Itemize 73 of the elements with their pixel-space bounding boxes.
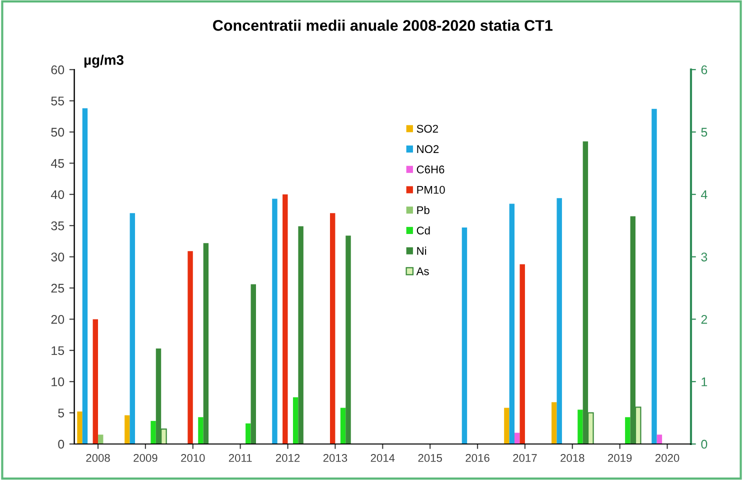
x-tick-label: 2012 [276, 454, 300, 462]
y-tick-label: 0 [58, 440, 64, 449]
bar [462, 227, 468, 444]
bar [656, 434, 662, 444]
legend-label: Ni [417, 246, 426, 255]
y-tick-label: 15 [52, 346, 64, 356]
legend-label: SO2 [416, 124, 438, 133]
bar [198, 417, 204, 444]
bar [82, 108, 88, 444]
bar [282, 194, 288, 444]
legend-label: PM10 [417, 186, 445, 194]
y2-tick-label: 5 [701, 128, 708, 137]
y2-tick-label: 1 [702, 378, 708, 386]
x-tick-label: 2016 [466, 454, 490, 462]
y-tick-label: 60 [51, 65, 64, 74]
bar [520, 264, 525, 444]
y-tick-label: 35 [51, 221, 64, 230]
legend-label: As [416, 267, 429, 276]
bar [625, 417, 630, 444]
x-tick-label: 2011 [228, 454, 252, 462]
bar [124, 415, 130, 444]
y-tick-label: 45 [50, 159, 64, 168]
y-tick-label: 40 [50, 190, 64, 200]
bar [77, 412, 82, 444]
x-tick-label: 2010 [181, 454, 205, 462]
bar [150, 420, 156, 444]
bar [272, 198, 278, 444]
x-tick-label: 2020 [655, 454, 680, 462]
y-tick-label: 30 [51, 252, 64, 262]
bar [509, 204, 515, 444]
chart-title: Concentratii medii anuale 2008-2020 statia CT1 [213, 20, 552, 31]
x-tick-label: 2008 [86, 454, 110, 462]
legend-label: Pb [417, 206, 430, 214]
bar [246, 423, 251, 444]
bar [98, 434, 104, 444]
bar [552, 402, 557, 444]
y2-tick-label: 2 [701, 315, 708, 324]
bar [130, 213, 136, 444]
bar [292, 397, 298, 444]
x-tick-label: 2013 [323, 454, 348, 462]
bar [92, 319, 98, 444]
legend-label: NO2 [417, 145, 439, 154]
x-tick-label: 2009 [134, 454, 158, 462]
legend-label: C6H6 [416, 166, 444, 174]
y2-tick-label: 6 [701, 65, 708, 74]
x-tick-label: 2018 [560, 454, 584, 462]
y-tick-label: 20 [51, 315, 64, 324]
y-tick-label: 5 [58, 408, 64, 418]
legend-label: Cd [416, 226, 430, 234]
bar [188, 251, 193, 444]
y-tick-label: 25 [51, 284, 64, 293]
bar [514, 432, 520, 444]
x-tick-label: 2014 [370, 454, 395, 462]
y2-tick-label: 4 [701, 190, 708, 199]
y-tick-label: 50 [51, 128, 64, 137]
y2-tick-label: 0 [701, 440, 708, 449]
y-axis-title: µg/m3 [84, 54, 124, 68]
bar [340, 408, 346, 444]
bar [250, 284, 256, 444]
x-tick-label: 2017 [513, 454, 537, 462]
y-tick-label: 55 [51, 96, 64, 106]
bar [203, 243, 209, 444]
x-tick-label: 2019 [608, 454, 632, 462]
x-tick-label: 2015 [418, 454, 442, 462]
bar [504, 408, 510, 444]
y-tick-label: 10 [52, 377, 64, 386]
bar [556, 198, 562, 444]
bar [578, 410, 583, 444]
bar [298, 226, 304, 444]
bar [652, 108, 657, 444]
bar [330, 213, 336, 444]
bar [346, 236, 351, 444]
y2-tick-label: 3 [701, 252, 708, 262]
